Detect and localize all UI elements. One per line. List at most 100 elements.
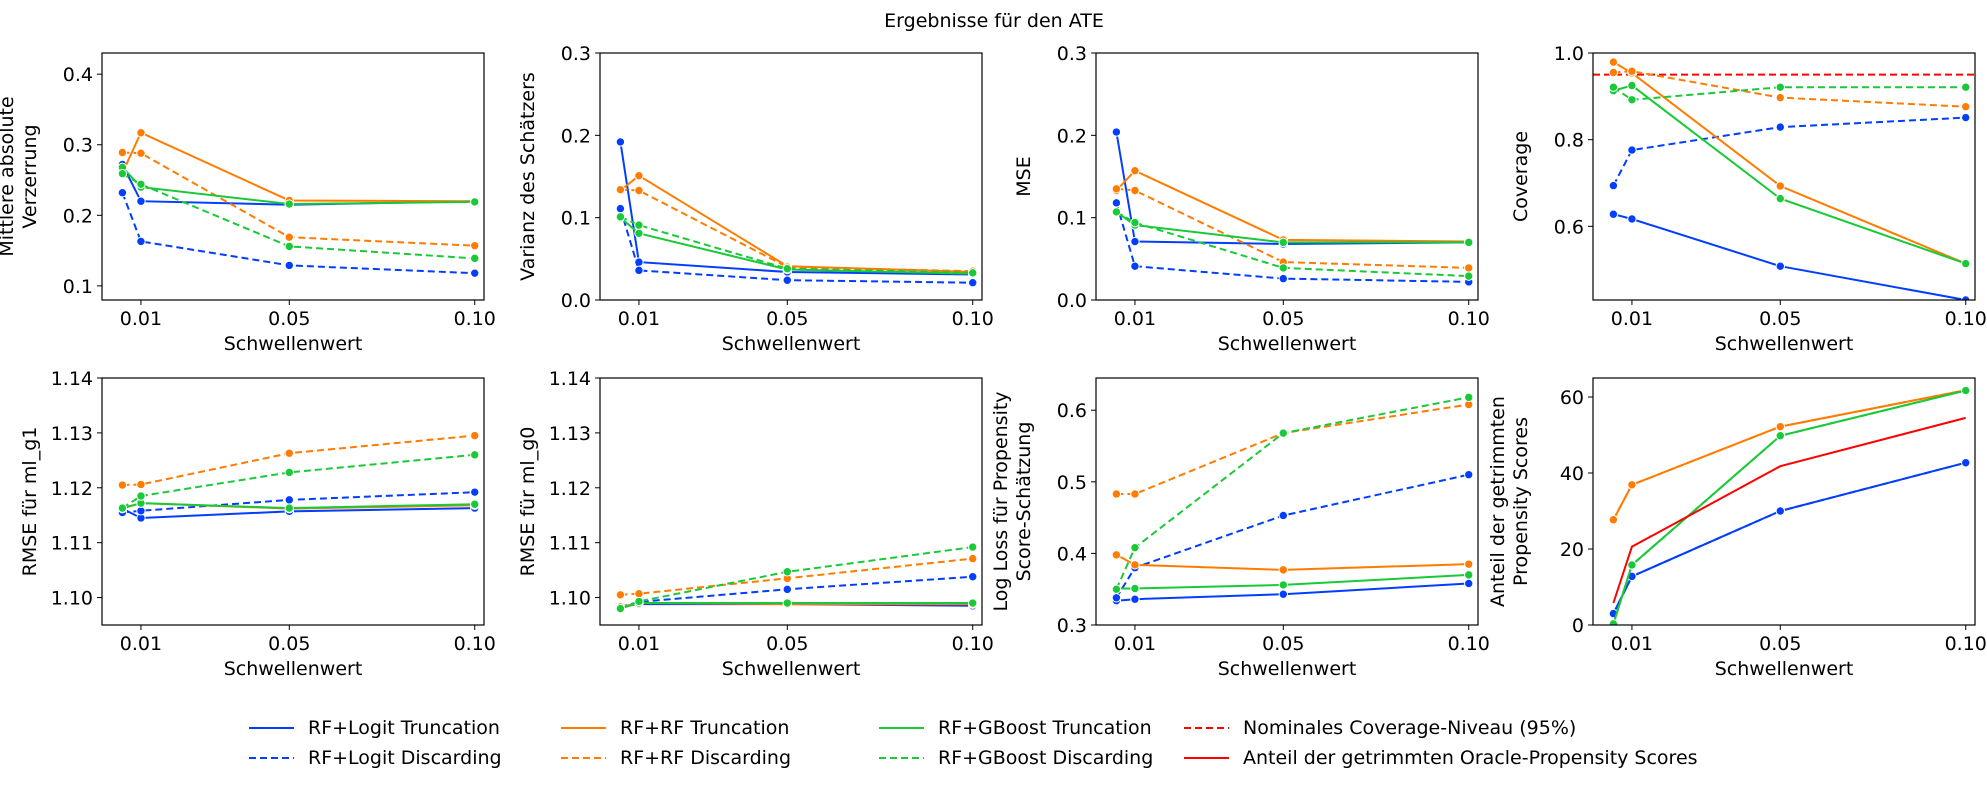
y-tick-label: 0.3 <box>561 43 591 65</box>
data-point <box>1278 510 1288 521</box>
legend-item: RF+GBoost Discarding <box>879 747 1153 769</box>
data-point <box>1775 431 1785 441</box>
series-line <box>121 453 475 509</box>
x-axis-label: Schwellenwert <box>1218 658 1357 680</box>
plot-area <box>117 430 480 523</box>
series-line <box>619 141 973 276</box>
data-point <box>470 487 480 497</box>
series-line <box>121 192 475 275</box>
y-tick-label: 0.2 <box>63 205 93 227</box>
data-point <box>284 232 294 242</box>
axes-frame <box>599 52 983 301</box>
data-point <box>782 584 792 595</box>
y-tick-label: 1.14 <box>549 368 591 390</box>
legend-item: RF+RF Discarding <box>561 747 791 769</box>
y-tick-label: 0.1 <box>63 276 93 298</box>
data-point <box>1627 66 1637 76</box>
x-tick-label: 0.05 <box>1262 308 1304 330</box>
data-point <box>615 137 626 147</box>
series-line <box>122 502 475 510</box>
data-point <box>1464 392 1474 403</box>
data-point <box>968 268 978 278</box>
series-line <box>121 507 475 520</box>
x-tick-label: 0.05 <box>766 308 808 330</box>
data-point <box>1130 560 1140 570</box>
data-point <box>136 128 146 138</box>
y-tick-label: 1.14 <box>51 368 93 390</box>
series-line <box>1612 461 1966 615</box>
legend-label: RF+Logit Discarding <box>308 747 502 769</box>
y-tick-label: 1.13 <box>549 423 591 445</box>
series-line <box>1612 61 1967 265</box>
data-point <box>1627 80 1637 91</box>
data-point <box>284 495 294 505</box>
data-point <box>1627 480 1637 490</box>
series-line <box>1612 86 1966 101</box>
data-point <box>470 197 480 207</box>
data-point <box>1961 112 1971 123</box>
x-tick-label: 0.05 <box>1262 633 1304 655</box>
x-axis-label: Schwellenwert <box>224 333 363 355</box>
data-point <box>1278 589 1288 599</box>
plot-area <box>1608 385 1971 625</box>
y-axis-label: RMSE für ml_g0 <box>517 427 539 577</box>
x-axis-label: Schwellenwert <box>722 658 861 680</box>
legend-item: RF+GBoost Truncation <box>879 717 1152 739</box>
plot-area <box>1111 392 1474 606</box>
data-point <box>968 553 978 564</box>
data-point <box>1961 385 1971 396</box>
data-point <box>634 228 644 239</box>
axes-frame <box>1592 377 1976 626</box>
series-line <box>620 188 973 273</box>
data-point <box>284 199 294 209</box>
legend-label: RF+RF Discarding <box>620 747 791 769</box>
y-axis-label: RMSE für ml_g1 <box>19 427 41 577</box>
series-line <box>1116 187 1469 269</box>
axes-frame <box>101 377 485 626</box>
series-line <box>1115 473 1469 599</box>
x-tick-label: 0.10 <box>1448 633 1490 655</box>
series-line <box>1613 213 1966 300</box>
data-point <box>1608 209 1619 219</box>
x-axis-label: Schwellenwert <box>1218 333 1357 355</box>
data-point <box>1464 570 1474 580</box>
x-tick-label: 0.01 <box>618 633 660 655</box>
axes-frame <box>101 52 485 301</box>
series-line <box>121 131 475 203</box>
series-line <box>1115 202 1469 283</box>
data-point <box>117 188 128 198</box>
chart-panel-7: 0.3 0.4 0.5 0.6 0.01 0.05 0.10 Schwellenwert Log… <box>990 377 1490 680</box>
legend-item: RF+Logit Truncation <box>249 717 500 739</box>
data-point <box>1278 428 1288 438</box>
y-tick-label: 60 <box>1560 387 1584 409</box>
y-tick-label: 0.3 <box>1057 615 1087 637</box>
data-point <box>1775 421 1785 432</box>
y-tick-label: 0.6 <box>1554 216 1584 238</box>
y-tick-label: 0.0 <box>561 290 591 312</box>
chart-panel-6: 1.10 1.11 1.12 1.13 1.14 0.01 0.05 0.10 Schwelle… <box>517 368 994 680</box>
data-point <box>1961 82 1971 92</box>
y-tick-label: 20 <box>1560 539 1584 561</box>
data-point <box>1775 82 1785 92</box>
data-point <box>1130 542 1140 553</box>
series-line <box>1613 84 1967 265</box>
data-point <box>117 480 128 490</box>
data-point <box>1111 207 1122 217</box>
data-point <box>782 567 792 577</box>
data-point <box>1130 185 1140 196</box>
plot-area <box>615 542 978 614</box>
x-tick-label: 0.05 <box>766 633 808 655</box>
chart-panel-5: 1.10 1.11 1.12 1.13 1.14 0.01 0.05 0.10 Schwelle… <box>19 368 496 680</box>
y-tick-label: 1.10 <box>51 588 93 610</box>
data-point <box>1278 565 1288 575</box>
x-axis-label: Schwellenwert <box>1715 658 1854 680</box>
chart-panel-4: 0.6 0.8 1.0 0.01 0.05 0.10 Schwellenwert Covera… <box>1510 43 1987 355</box>
x-tick-label: 0.10 <box>454 633 496 655</box>
legend-item: RF+RF Truncation <box>561 717 789 739</box>
data-point <box>284 260 294 271</box>
data-point <box>1775 92 1785 103</box>
y-axis-label: Coverage <box>1510 131 1532 222</box>
series-line <box>1115 396 1469 590</box>
series-line <box>1613 70 1966 108</box>
